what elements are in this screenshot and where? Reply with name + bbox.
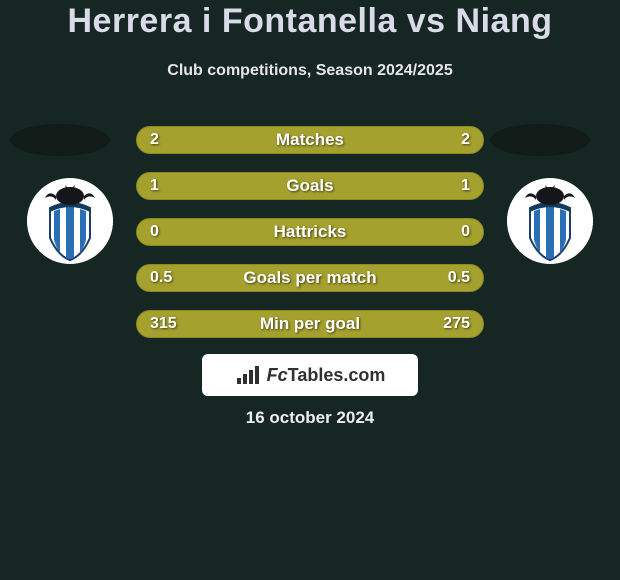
- right-shadow-ellipse: [490, 124, 590, 156]
- logo-text: FcTables.com: [267, 365, 386, 386]
- stat-row: Matches22: [136, 126, 484, 154]
- logo-bars-icon: [235, 364, 263, 386]
- logo-prefix: Fc: [267, 365, 288, 385]
- left-club-badge: [27, 178, 113, 264]
- stat-row: Goals per match0.50.5: [136, 264, 484, 292]
- stat-bar: [136, 218, 484, 246]
- fctables-logo: FcTables.com: [202, 354, 418, 396]
- subtitle: Club competitions, Season 2024/2025: [0, 62, 620, 80]
- canvas: Herrera i Fontanella vs Niang Club compe…: [0, 0, 620, 580]
- logo-suffix: Tables.com: [288, 365, 386, 385]
- date-line: 16 october 2024: [0, 408, 620, 428]
- stat-bar: [136, 126, 484, 154]
- right-club-badge: [507, 178, 593, 264]
- stat-row: Min per goal315275: [136, 310, 484, 338]
- stat-row: Goals11: [136, 172, 484, 200]
- stat-bar: [136, 310, 484, 338]
- stat-row: Hattricks00: [136, 218, 484, 246]
- left-shadow-ellipse: [10, 124, 110, 156]
- page-title: Herrera i Fontanella vs Niang: [0, 2, 620, 41]
- stat-bar: [136, 264, 484, 292]
- stat-bar: [136, 172, 484, 200]
